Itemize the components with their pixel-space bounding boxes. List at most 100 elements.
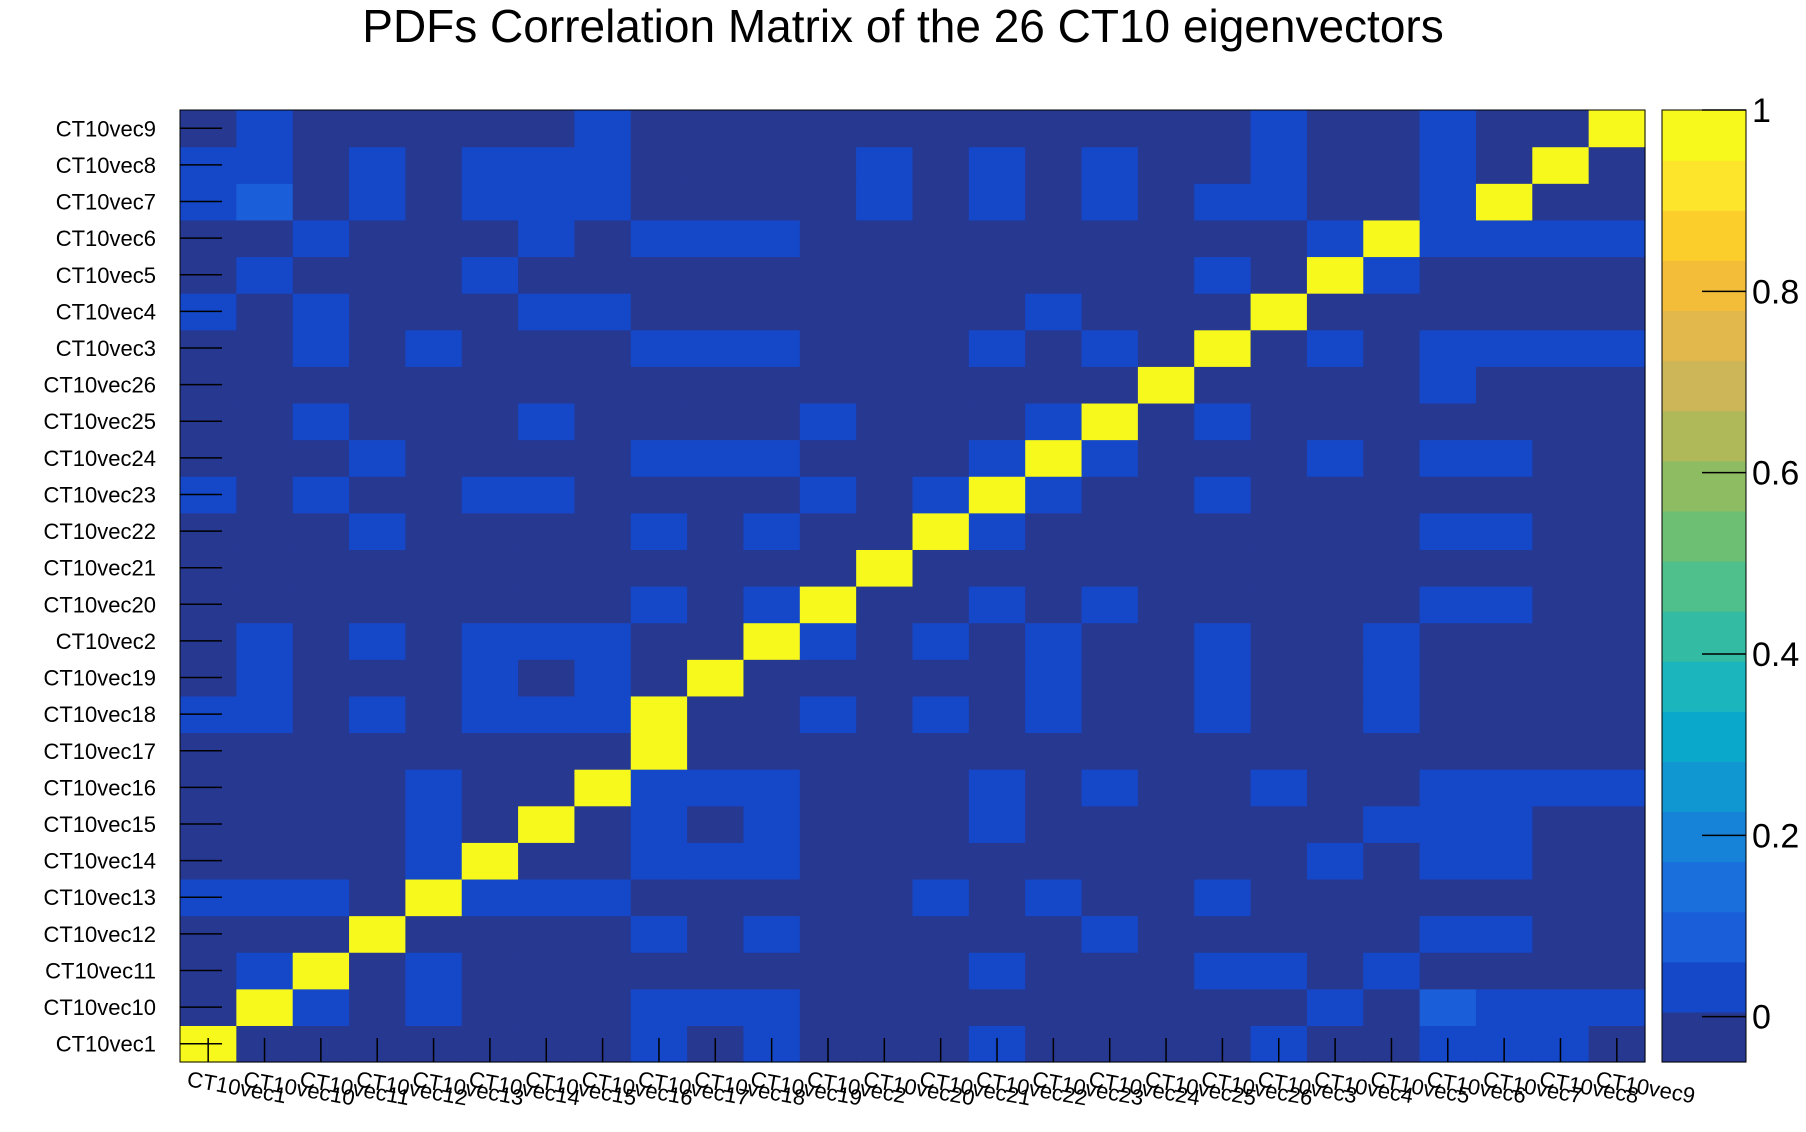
y-tick-label: CT10vec10: [43, 995, 156, 1020]
heatmap-cell: [574, 732, 632, 770]
heatmap-cell: [1025, 402, 1083, 441]
heatmap-cell: [968, 512, 1026, 550]
heatmap-cell: [1194, 549, 1252, 587]
heatmap-cell: [912, 146, 970, 184]
heatmap-cell: [405, 915, 463, 953]
heatmap-cell: [1025, 769, 1083, 807]
heatmap-cell: [292, 732, 350, 770]
heatmap-cell: [1081, 878, 1139, 917]
heatmap-cell: [1081, 549, 1139, 587]
heatmap-cell: [292, 366, 350, 404]
heatmap-cell: [1137, 769, 1195, 807]
heatmap-cell: [574, 988, 632, 1026]
heatmap-cell: [1532, 805, 1590, 843]
heatmap-cell: [1588, 769, 1646, 807]
x-axis-labels: CT10vec1CT10vec10CT10vec11CT10vec12CT10v…: [185, 1066, 1697, 1110]
heatmap-cell: [1363, 183, 1421, 221]
heatmap-cell: [856, 659, 914, 697]
heatmap-cell: [1532, 293, 1590, 331]
heatmap-cell: [687, 183, 745, 221]
heatmap-cell: [574, 952, 632, 990]
heatmap-cell: [461, 402, 519, 441]
heatmap-cell: [743, 622, 801, 660]
heatmap-cell: [799, 476, 857, 514]
heatmap-cell: [1419, 146, 1477, 184]
heatmap-cell: [349, 110, 406, 148]
heatmap-cell: [461, 842, 519, 880]
heatmap-cell: [1475, 402, 1533, 441]
heatmap-cell: [1532, 695, 1590, 734]
heatmap-cell: [461, 586, 519, 624]
heatmap-cell: [912, 512, 970, 550]
heatmap-cell: [1475, 586, 1533, 624]
heatmap-cell: [856, 769, 914, 807]
heatmap-cell: [1081, 988, 1139, 1026]
color-scale-label: 1: [1752, 92, 1771, 130]
heatmap-cell: [1419, 549, 1477, 587]
heatmap-cell: [1419, 110, 1477, 148]
heatmap-cell: [461, 183, 519, 221]
heatmap-cell: [1137, 732, 1195, 770]
heatmap-cell: [405, 842, 463, 880]
heatmap-cell: [687, 219, 745, 258]
heatmap-cell: [1532, 586, 1590, 624]
heatmap-cell: [1306, 219, 1364, 258]
heatmap-cell: [912, 769, 970, 807]
heatmap-cell: [1137, 805, 1195, 843]
heatmap-cell: [405, 549, 463, 587]
heatmap-cell: [1588, 329, 1646, 367]
heatmap-cell: [743, 402, 801, 441]
heatmap-cell: [1250, 732, 1308, 770]
heatmap-cell: [912, 988, 970, 1026]
y-tick-label: CT10vec13: [43, 885, 156, 910]
heatmap-cell: [1081, 329, 1139, 367]
color-scale-label: 0.4: [1752, 636, 1799, 674]
heatmap-cell: [1081, 695, 1139, 734]
heatmap-cell: [1025, 952, 1083, 990]
heatmap-cell: [1025, 219, 1083, 258]
heatmap-cell: [1025, 988, 1083, 1026]
heatmap-cell: [1363, 512, 1421, 550]
heatmap-cell: [236, 439, 294, 477]
heatmap-cell: [405, 659, 463, 697]
heatmap-cell: [1419, 586, 1477, 624]
heatmap-cell: [968, 732, 1026, 770]
heatmap-cell: [968, 439, 1026, 477]
heatmap-cell: [1475, 110, 1533, 148]
heatmap-cell: [1081, 769, 1139, 807]
heatmap-cell: [1194, 512, 1252, 550]
heatmap-cell: [574, 915, 632, 953]
heatmap-cell: [856, 329, 914, 367]
heatmap-cell: [1250, 695, 1308, 734]
heatmap-cell: [1475, 952, 1533, 990]
heatmap-cell: [799, 586, 857, 624]
heatmap-cell: [292, 586, 350, 624]
heatmap-cell: [1306, 659, 1364, 697]
heatmap-cell: [1250, 476, 1308, 514]
heatmap-cell: [1306, 622, 1364, 660]
heatmap-cell: [687, 732, 745, 770]
heatmap-cell: [236, 110, 294, 148]
heatmap-cell: [912, 842, 970, 880]
y-tick-label: CT10vec2: [56, 629, 156, 654]
heatmap-cell: [518, 915, 576, 953]
heatmap-cell: [856, 988, 914, 1026]
heatmap-cell: [574, 110, 632, 148]
heatmap-cell: [1419, 915, 1477, 953]
heatmap-cell: [799, 219, 857, 258]
heatmap-cell: [1588, 549, 1646, 587]
color-scale-segment: [1662, 360, 1746, 412]
heatmap-cell: [405, 988, 463, 1026]
heatmap-cell: [968, 988, 1026, 1026]
heatmap-cell: [630, 512, 688, 550]
heatmap-cell: [1137, 988, 1195, 1026]
heatmap-cell: [1306, 732, 1364, 770]
heatmap-cell: [912, 110, 970, 148]
heatmap-cell: [1475, 695, 1533, 734]
heatmap-cell: [856, 586, 914, 624]
heatmap-cell: [292, 842, 350, 880]
heatmap-cell: [630, 659, 688, 697]
heatmap-cell: [912, 915, 970, 953]
heatmap-cell: [630, 915, 688, 953]
heatmap-cell: [1532, 769, 1590, 807]
